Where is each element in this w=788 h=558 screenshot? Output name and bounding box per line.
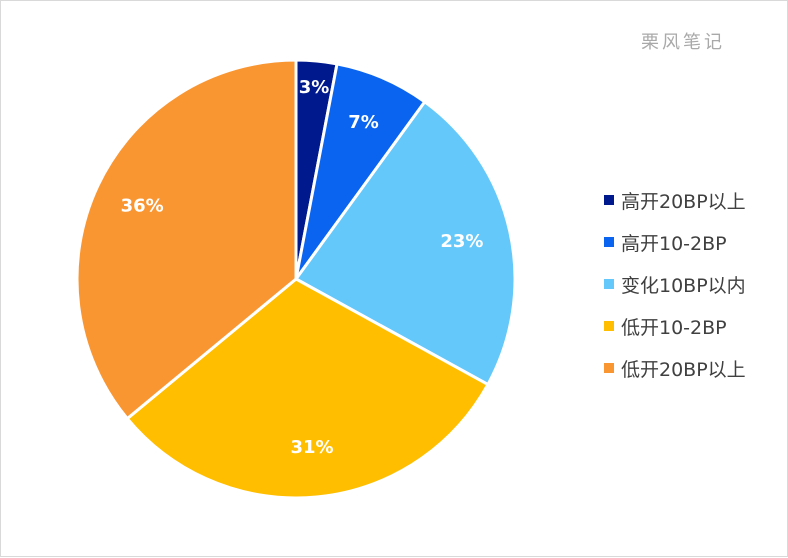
legend-label: 高开20BP以上 (621, 190, 746, 213)
legend-item: 高开10-2BP (604, 221, 746, 263)
data-label: 23% (440, 231, 483, 252)
data-label: 36% (121, 196, 164, 217)
legend-swatch (604, 321, 614, 331)
data-label: 3% (299, 77, 330, 98)
legend-label: 高开10-2BP (621, 232, 727, 255)
watermark: 栗风笔记 (641, 32, 725, 53)
pie-slice (125, 277, 490, 500)
legend-item: 高开20BP以上 (604, 179, 746, 221)
legend-item: 低开10-2BP (604, 305, 746, 347)
pie-slice (75, 58, 298, 421)
legend-swatch (604, 279, 614, 289)
legend-label: 低开10-2BP (621, 316, 727, 339)
legend-item: 变化10BP以内 (604, 263, 746, 305)
legend: 高开20BP以上 高开10-2BP 变化10BP以内 低开10-2BP 低开20… (604, 179, 746, 389)
data-label: 31% (290, 437, 333, 458)
data-label: 7% (348, 112, 379, 133)
legend-swatch (604, 195, 614, 205)
legend-item: 低开20BP以上 (604, 347, 746, 389)
legend-swatch (604, 237, 614, 247)
legend-label: 低开20BP以上 (621, 358, 746, 381)
legend-swatch (604, 363, 614, 373)
legend-label: 变化10BP以内 (621, 274, 746, 297)
pie-slice (293, 99, 517, 387)
